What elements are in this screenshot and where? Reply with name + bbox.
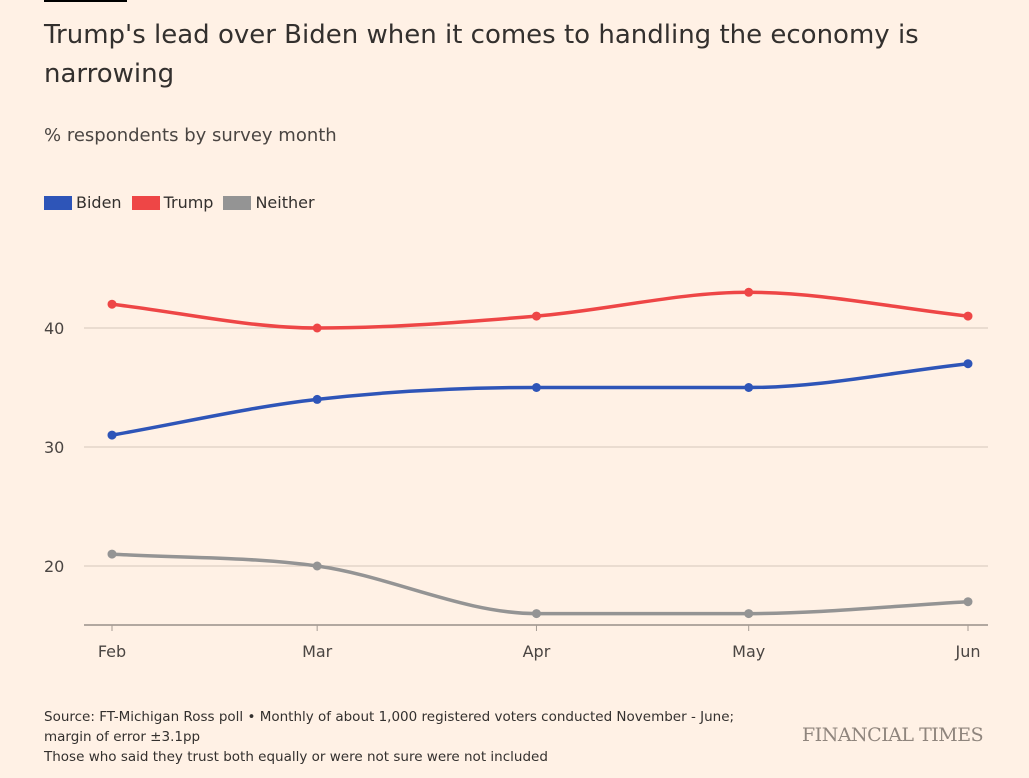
- y-tick-label: 20: [44, 557, 64, 576]
- x-tick-label: Feb: [98, 642, 126, 661]
- legend-label: Biden: [76, 193, 122, 212]
- source-note: Source: FT-Michigan Ross poll • Monthly …: [44, 709, 735, 745]
- y-tick-label: 40: [44, 319, 64, 338]
- data-point-biden: [107, 430, 117, 440]
- legend-swatch-biden: [44, 195, 72, 210]
- data-point-neither: [312, 561, 322, 571]
- data-point-neither: [107, 549, 117, 559]
- x-tick-label: May: [732, 642, 765, 661]
- data-point-biden: [312, 394, 322, 404]
- legend-label: Trump: [163, 193, 214, 212]
- y-tick-label: 30: [44, 438, 64, 457]
- data-point-trump: [107, 299, 117, 309]
- data-point-trump: [744, 287, 754, 297]
- data-point-biden: [531, 383, 541, 392]
- top-rule: [44, 0, 127, 2]
- chart-title: Trump's lead over Biden when it comes to…: [44, 20, 919, 89]
- legend: Biden Trump Neither: [44, 193, 315, 212]
- footer: Source: FT-Michigan Ross poll • Monthly …: [44, 707, 784, 767]
- legend-item-trump: Trump: [131, 193, 214, 212]
- legend-swatch-neither: [223, 195, 252, 210]
- data-point-trump: [963, 311, 973, 321]
- data-point-trump: [531, 311, 541, 321]
- x-tick-label: Mar: [302, 642, 333, 661]
- exclusion-note: Those who said they trust both equally o…: [44, 749, 548, 765]
- series-line-neither: [111, 552, 969, 616]
- x-tick-label: Apr: [523, 642, 551, 661]
- ft-logo: FINANCIAL TIMES: [802, 724, 984, 746]
- data-point-neither: [963, 597, 973, 607]
- legend-swatch-trump: [131, 195, 160, 210]
- data-point-biden: [963, 359, 973, 369]
- series-line-trump: [111, 290, 969, 330]
- legend-label: Neither: [255, 193, 315, 212]
- legend-item-neither: Neither: [223, 193, 315, 212]
- data-point-neither: [531, 609, 541, 619]
- x-tick-label: Jun: [955, 642, 981, 661]
- series-line-biden: [111, 361, 969, 437]
- data-point-biden: [744, 383, 754, 392]
- data-point-trump: [312, 323, 322, 333]
- legend-item-biden: Biden: [44, 193, 122, 212]
- data-point-neither: [744, 609, 754, 619]
- chart-subtitle: % respondents by survey month: [44, 125, 337, 146]
